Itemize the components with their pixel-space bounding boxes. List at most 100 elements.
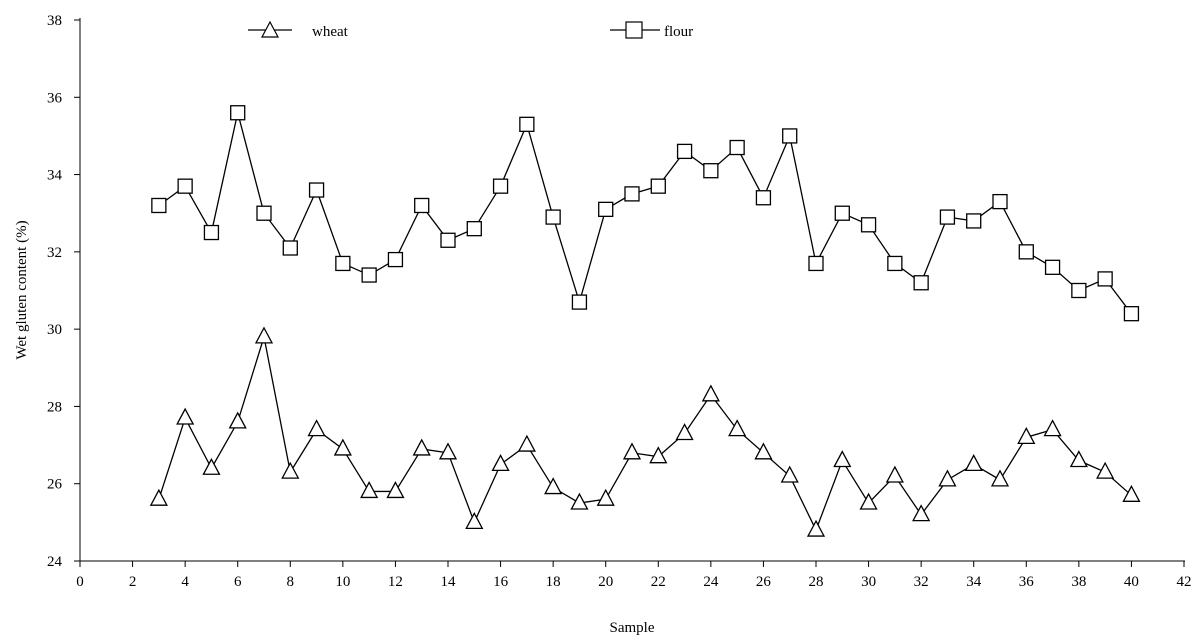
data-point-flour	[676, 143, 693, 160]
data-point-wheat	[964, 454, 983, 472]
data-point-wheat	[833, 450, 852, 468]
data-point-wheat	[701, 384, 720, 402]
data-point-wheat	[1043, 419, 1062, 437]
x-tick-label: 30	[861, 574, 876, 590]
data-point-wheat	[912, 504, 931, 522]
x-tick-label: 34	[966, 574, 982, 590]
data-point-flour	[703, 163, 719, 179]
data-point-wheat	[728, 419, 747, 437]
data-point-flour	[256, 205, 272, 221]
y-ticks: 24 26 28 30 32 34 36 38	[47, 13, 80, 570]
legend-label-wheat: wheat	[312, 24, 349, 40]
x-tick-label: 24	[703, 574, 719, 590]
x-tick-label: 36	[1019, 574, 1035, 590]
data-point-flour	[414, 197, 430, 214]
data-point-flour	[203, 224, 220, 241]
legend: wheat flour	[248, 20, 693, 40]
series-layer	[149, 105, 1141, 537]
data-point-flour	[624, 186, 640, 202]
data-point-flour	[151, 197, 167, 214]
x-tick-label: 38	[1071, 574, 1086, 590]
data-point-wheat	[675, 423, 694, 441]
y-tick-label: 26	[47, 477, 63, 493]
data-point-flour	[782, 128, 798, 144]
data-point-flour	[571, 294, 588, 310]
data-point-wheat	[176, 407, 195, 425]
data-point-flour	[834, 205, 850, 221]
data-point-wheat	[544, 477, 563, 495]
data-point-wheat	[491, 454, 510, 472]
x-axis-title: Sample	[610, 620, 655, 636]
data-point-wheat	[228, 411, 247, 429]
x-tick-label: 8	[287, 574, 295, 590]
data-point-wheat	[885, 465, 904, 483]
x-tick-label: 18	[546, 574, 561, 590]
data-point-wheat	[412, 438, 431, 456]
series-flour	[151, 105, 1140, 322]
x-tick-label: 28	[809, 574, 824, 590]
y-tick-label: 28	[47, 399, 62, 415]
x-tick-label: 16	[493, 574, 509, 590]
data-point-wheat	[780, 465, 799, 483]
data-point-flour	[335, 255, 351, 272]
data-point-flour	[887, 255, 903, 272]
x-tick-label: 40	[1124, 574, 1139, 590]
data-point-wheat	[1122, 484, 1141, 502]
data-point-flour	[230, 105, 246, 121]
x-tick-label: 42	[1177, 574, 1192, 590]
data-point-flour	[308, 182, 325, 198]
legend-marker-square-icon	[625, 21, 643, 39]
data-point-wheat	[386, 481, 405, 499]
data-point-flour	[545, 209, 561, 225]
data-point-flour	[1071, 282, 1087, 299]
data-point-flour	[1097, 271, 1113, 287]
data-point-wheat	[517, 434, 536, 452]
data-point-wheat	[1017, 426, 1036, 444]
data-point-flour	[755, 190, 772, 206]
data-point-flour	[492, 178, 509, 194]
x-tick-label: 10	[335, 574, 350, 590]
y-axis-title: Wet gluten content (%)	[14, 220, 30, 359]
data-point-wheat	[307, 419, 326, 437]
series-line-flour	[158, 112, 1132, 315]
data-point-flour	[177, 178, 193, 194]
data-point-wheat	[333, 438, 352, 456]
legend-item-flour: flour	[610, 21, 693, 40]
data-point-wheat	[281, 461, 300, 479]
data-point-wheat	[360, 481, 379, 499]
data-point-flour	[598, 201, 614, 218]
data-point-flour	[966, 213, 982, 229]
data-point-flour	[808, 255, 824, 272]
x-tick-label: 32	[914, 574, 929, 590]
data-point-wheat	[859, 492, 878, 510]
data-point-flour	[1018, 244, 1034, 260]
data-point-flour	[860, 217, 877, 233]
y-tick-label: 38	[47, 13, 62, 29]
x-tick-label: 2	[129, 574, 137, 590]
data-point-wheat	[1069, 450, 1088, 468]
x-tick-label: 20	[598, 574, 613, 590]
axes	[79, 18, 1185, 562]
data-point-wheat	[438, 442, 458, 460]
data-point-wheat	[465, 511, 484, 530]
data-point-flour	[361, 267, 377, 283]
x-tick-label: 26	[756, 574, 772, 590]
y-tick-label: 32	[47, 245, 62, 261]
y-tick-label: 30	[47, 322, 62, 338]
series-wheat	[149, 326, 1141, 537]
data-point-flour	[939, 209, 956, 225]
data-point-wheat	[990, 469, 1010, 487]
data-point-wheat	[1096, 461, 1115, 479]
data-point-wheat	[938, 469, 957, 487]
data-point-wheat	[649, 446, 668, 464]
data-point-wheat	[806, 519, 826, 537]
x-tick-label: 22	[651, 574, 666, 590]
y-tick-label: 36	[47, 90, 63, 106]
data-point-flour	[1044, 259, 1061, 275]
y-tick-label: 24	[47, 554, 63, 570]
data-point-flour	[992, 193, 1008, 210]
data-point-wheat	[570, 492, 589, 510]
data-point-flour	[1123, 306, 1140, 322]
legend-marker-triangle-icon	[261, 20, 279, 38]
